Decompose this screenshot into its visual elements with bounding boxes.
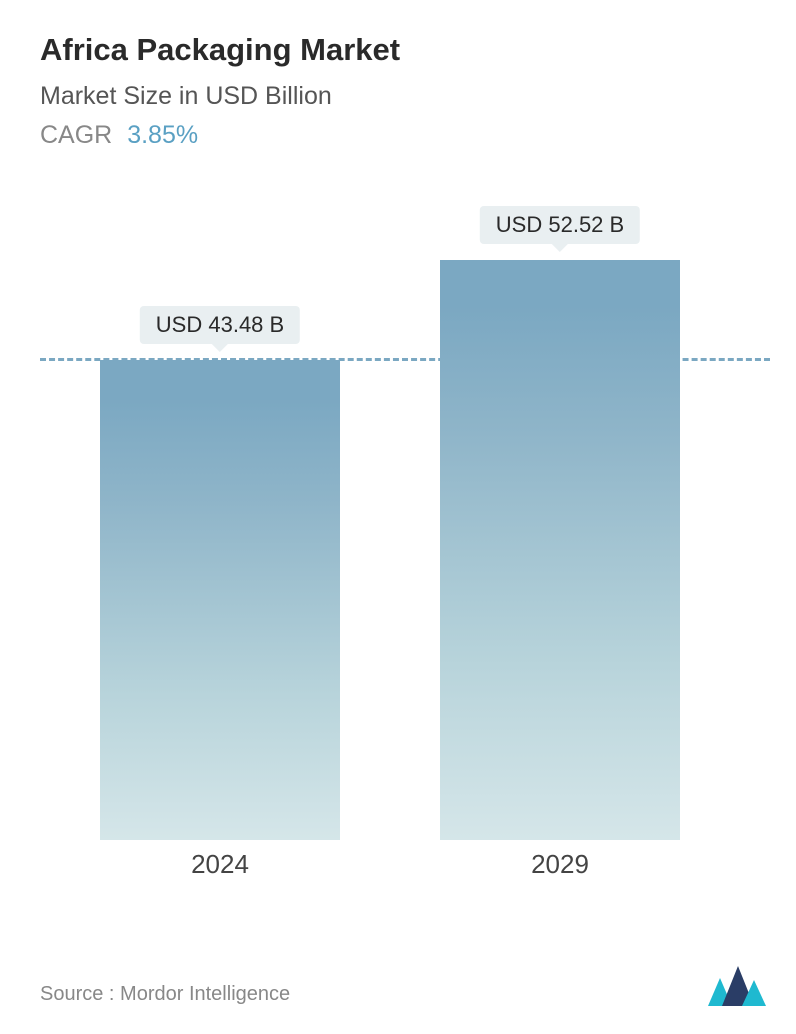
cagr-row: CAGR 3.85% bbox=[40, 121, 766, 150]
cagr-label: CAGR bbox=[40, 121, 112, 149]
bar-label-2024: USD 43.48 B bbox=[140, 306, 300, 344]
source-attribution: Source : Mordor Intelligence bbox=[40, 983, 290, 1006]
bar-2024: USD 43.48 B bbox=[100, 360, 340, 840]
year-label-2024: 2024 bbox=[100, 849, 340, 880]
bar-chart: USD 43.48 B 2024 USD 52.52 B 2029 bbox=[40, 220, 760, 880]
mordor-logo-icon bbox=[708, 966, 766, 1006]
chart-subtitle: Market Size in USD Billion bbox=[40, 82, 766, 111]
cagr-value: 3.85% bbox=[127, 121, 198, 149]
year-label-2029: 2029 bbox=[440, 849, 680, 880]
bar-2029: USD 52.52 B bbox=[440, 260, 680, 840]
bar-label-2029: USD 52.52 B bbox=[480, 206, 640, 244]
chart-title: Africa Packaging Market bbox=[40, 32, 766, 68]
chart-footer: Source : Mordor Intelligence bbox=[40, 966, 766, 1006]
